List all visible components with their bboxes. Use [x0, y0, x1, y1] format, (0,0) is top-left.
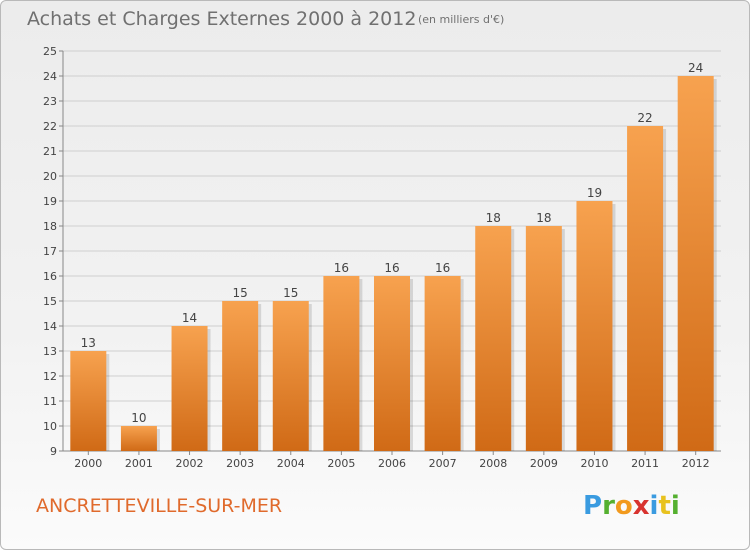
y-tick-label: 10: [43, 420, 57, 433]
bar-2006: [374, 276, 410, 451]
bar-2009: [525, 226, 562, 451]
y-tick-label: 11: [43, 395, 57, 408]
x-tick-label: 2005: [327, 457, 355, 470]
y-tick-label: 18: [43, 220, 57, 233]
x-tick-label: 2001: [125, 457, 153, 470]
bar-2001: [120, 426, 157, 451]
x-tick-label: 2000: [74, 457, 102, 470]
data-label: 16: [435, 261, 450, 275]
x-tick-label: 2008: [479, 457, 507, 470]
bar-2010: [576, 201, 613, 451]
data-label: 16: [384, 261, 399, 275]
data-label: 19: [587, 186, 602, 200]
bar-2011: [627, 126, 664, 451]
x-tick-label: 2003: [226, 457, 254, 470]
y-tick-label: 19: [43, 195, 57, 208]
data-label: 10: [131, 411, 146, 425]
x-tick-label: 2007: [429, 457, 457, 470]
data-label: 13: [81, 336, 96, 350]
y-tick-label: 16: [43, 270, 57, 283]
x-tick-label: 2002: [176, 457, 204, 470]
bar-2004: [272, 301, 309, 451]
data-label: 16: [334, 261, 349, 275]
y-tick-label: 23: [43, 95, 57, 108]
bar-2003: [222, 301, 259, 451]
data-label: 22: [637, 111, 652, 125]
y-tick-label: 12: [43, 370, 57, 383]
bar-2012: [677, 76, 714, 451]
x-tick-label: 2010: [580, 457, 608, 470]
x-tick-label: 2009: [530, 457, 558, 470]
commune-name: ANCRETTEVILLE-SUR-MER: [36, 495, 283, 517]
data-label: 18: [536, 211, 551, 225]
bar-2005: [323, 276, 360, 451]
chart-unit: (en milliers d'€): [418, 13, 505, 26]
y-tick-label: 15: [43, 295, 57, 308]
y-tick-label: 13: [43, 345, 57, 358]
x-tick-label: 2011: [631, 457, 659, 470]
bar-2002: [171, 326, 208, 451]
bar-2008: [475, 226, 512, 451]
y-tick-label: 14: [43, 320, 57, 333]
y-tick-label: 20: [43, 170, 57, 183]
chart-title: Achats et Charges Externes 2000 à 2012: [27, 8, 417, 30]
data-label: 18: [486, 211, 501, 225]
data-label: 15: [233, 286, 248, 300]
bar-2000: [70, 351, 107, 451]
x-tick-label: 2006: [378, 457, 406, 470]
y-tick-label: 9: [50, 445, 57, 458]
y-tick-label: 17: [43, 245, 57, 258]
x-tick-label: 2004: [277, 457, 305, 470]
bar-2007: [424, 276, 461, 451]
data-label: 24: [688, 61, 703, 75]
y-tick-label: 24: [43, 70, 57, 83]
x-tick-label: 2012: [682, 457, 710, 470]
data-label: 15: [283, 286, 298, 300]
y-tick-label: 25: [43, 45, 57, 58]
data-label: 14: [182, 311, 197, 325]
y-tick-label: 21: [43, 145, 57, 158]
y-tick-label: 22: [43, 120, 57, 133]
proxiti-logo: Proxiti: [583, 491, 680, 521]
